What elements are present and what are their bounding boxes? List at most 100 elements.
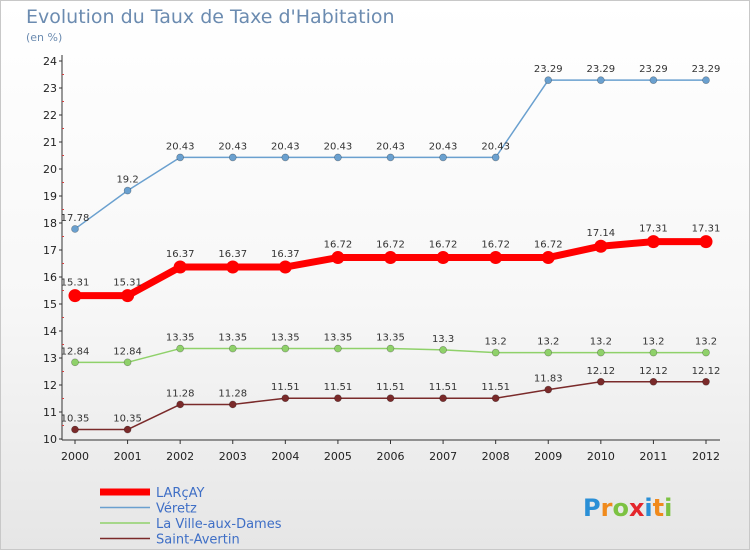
y-tick-label: 10 bbox=[43, 433, 57, 446]
data-label: 17.78 bbox=[61, 213, 90, 224]
data-point bbox=[544, 76, 553, 84]
data-point bbox=[699, 235, 713, 249]
data-label: 16.72 bbox=[429, 240, 458, 251]
data-label: 13.2 bbox=[642, 337, 664, 348]
data-label: 11.51 bbox=[271, 382, 300, 393]
data-label: 11.51 bbox=[481, 382, 510, 393]
data-point bbox=[386, 394, 395, 403]
data-label: 13.35 bbox=[376, 333, 405, 344]
x-tick-label: 2002 bbox=[166, 450, 194, 463]
x-tick-label: 2001 bbox=[114, 450, 142, 463]
logo-letter: r bbox=[601, 494, 613, 522]
x-tick-label: 2004 bbox=[271, 450, 299, 463]
x-tick-label: 2006 bbox=[377, 450, 405, 463]
data-point bbox=[173, 260, 187, 274]
data-label: 11.51 bbox=[324, 382, 353, 393]
x-tick-label: 2003 bbox=[219, 450, 247, 463]
data-label: 20.43 bbox=[166, 141, 195, 152]
data-label: 20.43 bbox=[218, 141, 247, 152]
x-tick-label: 2007 bbox=[429, 450, 457, 463]
data-point bbox=[331, 251, 345, 265]
legend-label: Saint-Avertin bbox=[156, 533, 240, 548]
data-point bbox=[544, 348, 553, 357]
data-label: 17.31 bbox=[692, 224, 721, 235]
data-point bbox=[281, 394, 290, 403]
data-point bbox=[597, 76, 605, 84]
logo-text: Proxiti bbox=[583, 494, 672, 522]
data-label: 23.29 bbox=[639, 64, 668, 75]
data-point bbox=[228, 344, 237, 353]
y-tick-label: 19 bbox=[43, 190, 57, 203]
x-tick-label: 2010 bbox=[587, 450, 615, 463]
data-label: 11.28 bbox=[166, 388, 195, 399]
data-label: 11.83 bbox=[534, 374, 563, 385]
y-tick-label: 24 bbox=[43, 55, 57, 68]
data-point bbox=[71, 425, 79, 434]
data-point bbox=[541, 251, 555, 265]
data-point bbox=[71, 358, 79, 367]
data-point bbox=[123, 186, 132, 195]
data-label: 13.2 bbox=[695, 337, 717, 348]
data-point bbox=[436, 251, 450, 265]
data-label: 20.43 bbox=[324, 141, 353, 152]
data-point bbox=[123, 425, 132, 434]
data-label: 13.35 bbox=[166, 333, 195, 344]
data-label: 20.43 bbox=[271, 141, 300, 152]
data-label: 13.2 bbox=[485, 337, 507, 348]
logo-letter: i bbox=[664, 494, 672, 522]
series-layer bbox=[68, 76, 713, 434]
data-label: 11.28 bbox=[218, 388, 247, 399]
data-point bbox=[334, 394, 342, 403]
y-tick-label: 14 bbox=[43, 325, 57, 338]
data-label: 12.84 bbox=[61, 346, 90, 357]
legend-label: Véretz bbox=[156, 502, 197, 517]
legend-label: La Ville-aux-Dames bbox=[156, 517, 282, 532]
data-label: 12.84 bbox=[113, 346, 142, 357]
y-tick-label: 22 bbox=[43, 109, 57, 122]
data-point bbox=[489, 251, 503, 265]
data-label: 13.2 bbox=[590, 337, 612, 348]
logo-letter: o bbox=[612, 494, 629, 522]
y-tick-label: 20 bbox=[43, 163, 57, 176]
data-point bbox=[281, 153, 290, 162]
data-point bbox=[386, 344, 395, 353]
y-tick-label: 16 bbox=[43, 271, 57, 284]
data-label: 17.14 bbox=[587, 228, 616, 239]
data-label: 13.35 bbox=[324, 333, 353, 344]
data-label: 11.51 bbox=[429, 382, 458, 393]
x-tick-label: 2005 bbox=[324, 450, 352, 463]
logo-letter: x bbox=[629, 494, 645, 522]
y-tick-label: 17 bbox=[43, 244, 57, 257]
data-label: 16.37 bbox=[271, 249, 300, 260]
x-tick-label: 2011 bbox=[639, 450, 667, 463]
data-label: 13.35 bbox=[271, 333, 300, 344]
data-point bbox=[702, 377, 710, 386]
chart-subtitle: (en %) bbox=[26, 31, 63, 44]
data-label: 20.43 bbox=[376, 141, 405, 152]
data-point bbox=[439, 394, 447, 403]
data-point bbox=[281, 344, 290, 353]
logo-letter: t bbox=[653, 494, 664, 522]
y-tick-label: 13 bbox=[43, 352, 57, 365]
data-point bbox=[123, 358, 132, 367]
data-label: 16.72 bbox=[534, 240, 563, 251]
data-label: 23.29 bbox=[534, 64, 563, 75]
x-tick-label: 2000 bbox=[61, 450, 89, 463]
y-tick-label: 12 bbox=[43, 379, 57, 392]
data-label: 10.35 bbox=[61, 414, 90, 425]
data-point bbox=[386, 153, 395, 162]
data-label: 12.12 bbox=[692, 366, 721, 377]
data-label: 12.12 bbox=[639, 366, 668, 377]
data-point bbox=[228, 400, 237, 409]
data-label: 16.72 bbox=[324, 240, 353, 251]
data-point bbox=[68, 289, 82, 303]
logo-letter: P bbox=[583, 494, 601, 522]
data-point bbox=[544, 385, 553, 394]
data-label: 13.2 bbox=[537, 337, 559, 348]
data-point bbox=[491, 153, 500, 162]
data-point bbox=[176, 344, 184, 353]
data-label: 12.12 bbox=[587, 366, 616, 377]
data-point bbox=[597, 348, 605, 357]
